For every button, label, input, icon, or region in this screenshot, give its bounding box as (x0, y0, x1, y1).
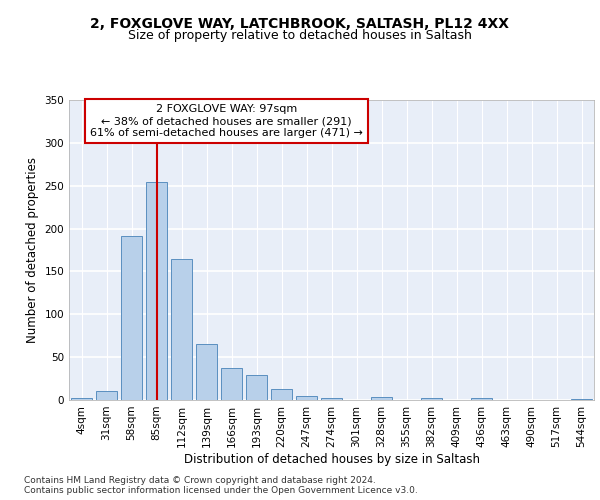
Text: 2, FOXGLOVE WAY, LATCHBROOK, SALTASH, PL12 4XX: 2, FOXGLOVE WAY, LATCHBROOK, SALTASH, PL… (91, 18, 509, 32)
Bar (296, 396, 317, 400)
X-axis label: Distribution of detached houses by size in Saltash: Distribution of detached houses by size … (184, 452, 479, 466)
Text: Size of property relative to detached houses in Saltash: Size of property relative to detached ho… (128, 29, 472, 42)
Bar (171, 258, 192, 400)
Bar (371, 398, 392, 400)
Bar (221, 368, 242, 400)
Bar (96, 390, 117, 400)
Bar (471, 398, 492, 400)
Bar (571, 399, 592, 400)
Y-axis label: Number of detached properties: Number of detached properties (26, 157, 39, 343)
Bar (121, 236, 142, 400)
Bar (146, 182, 167, 400)
Bar (71, 398, 92, 400)
Bar (321, 398, 342, 400)
Bar (246, 375, 267, 400)
Bar (421, 398, 442, 400)
Bar (196, 344, 217, 400)
Text: 2 FOXGLOVE WAY: 97sqm
← 38% of detached houses are smaller (291)
61% of semi-det: 2 FOXGLOVE WAY: 97sqm ← 38% of detached … (90, 104, 363, 138)
Text: Contains HM Land Registry data © Crown copyright and database right 2024.
Contai: Contains HM Land Registry data © Crown c… (24, 476, 418, 495)
Bar (271, 389, 292, 400)
